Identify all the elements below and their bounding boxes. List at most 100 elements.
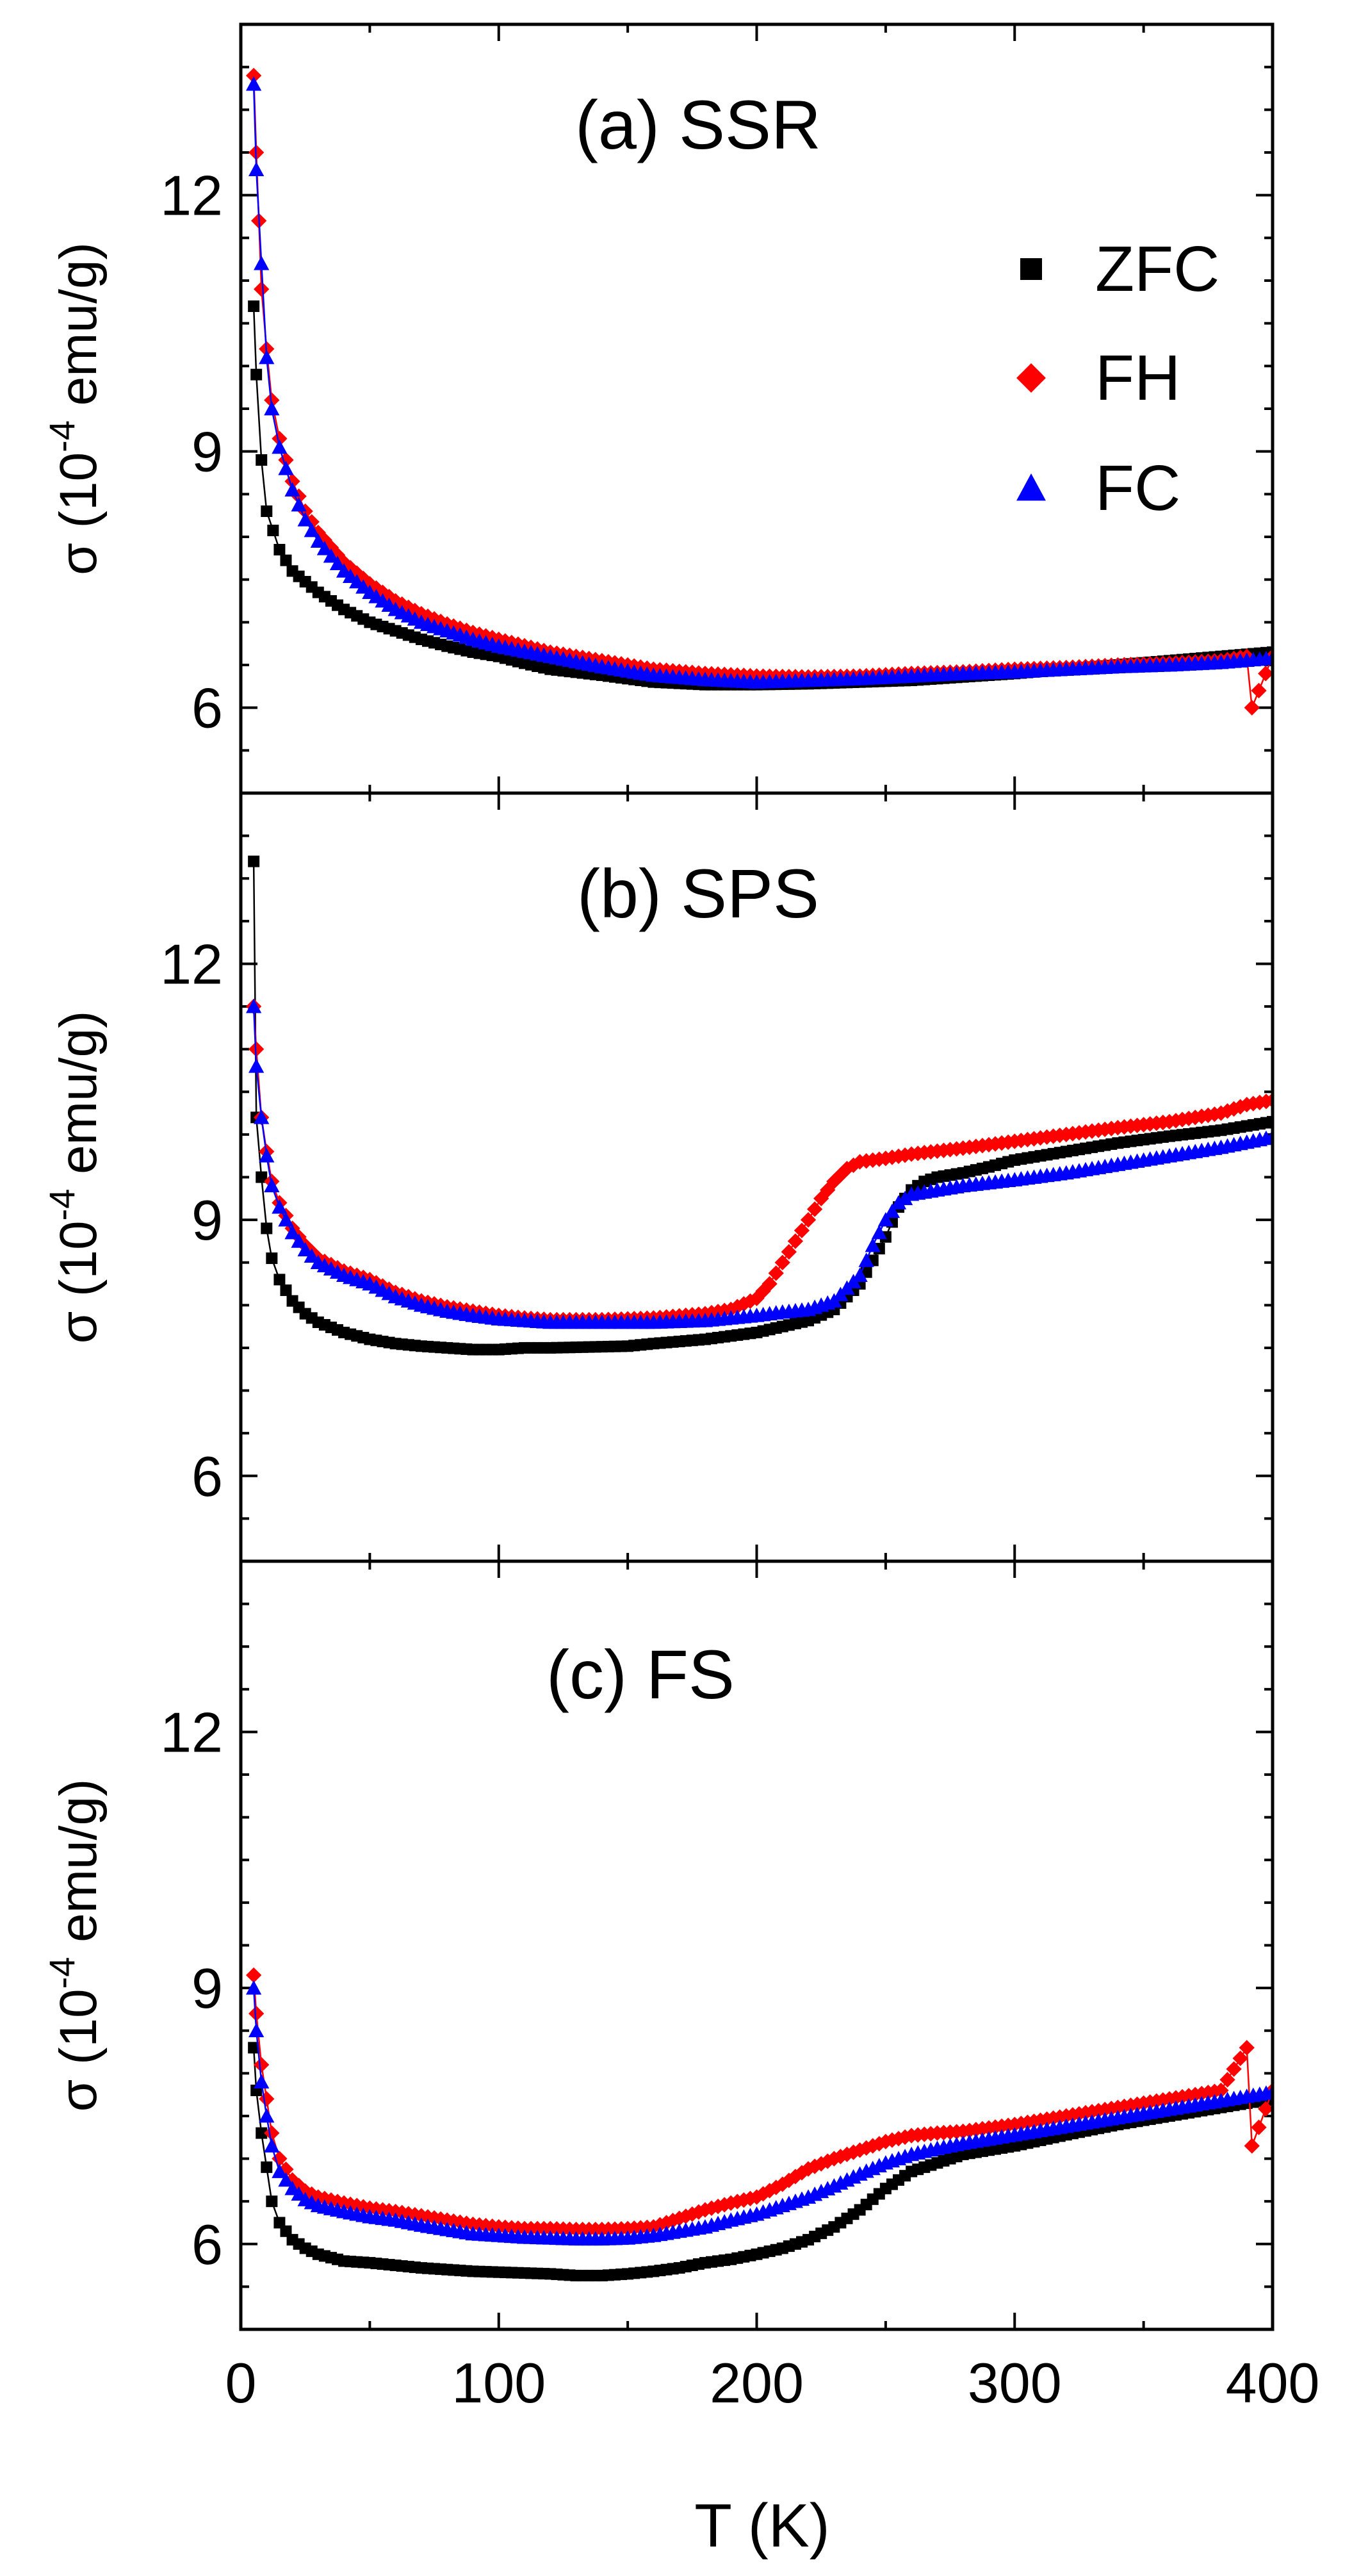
data-point: [264, 400, 280, 416]
data-point: [256, 1171, 268, 1183]
data-point: [248, 1058, 265, 1073]
y-axis-label: σ (10-4 emu/g): [42, 242, 108, 575]
data-point: [291, 2178, 307, 2194]
y-tick-label: 6: [191, 677, 223, 740]
data-point: [248, 161, 265, 176]
legend-label: FH: [1095, 342, 1180, 414]
data-point: [304, 1248, 320, 1263]
data-point: [774, 1254, 790, 1270]
panel-2: 6 9 12 σ (10-4 emu/g) (c) FS: [42, 1560, 1274, 2331]
data-point: [248, 2022, 265, 2038]
data-point: [781, 1243, 797, 1260]
data-point: [1239, 2040, 1255, 2056]
data-point: [865, 2138, 881, 2154]
data-point: [697, 2202, 713, 2218]
data-point: [884, 1203, 900, 1218]
data-point: [245, 67, 262, 84]
data-point: [256, 2127, 268, 2139]
data-point: [248, 2042, 260, 2054]
data-point: [1264, 1092, 1273, 1108]
data-point: [774, 2176, 790, 2192]
data-point: [852, 2142, 868, 2158]
data-point: [297, 512, 313, 527]
data-point: [781, 2172, 797, 2188]
data-point: [264, 1177, 280, 1193]
data-point: [762, 1276, 778, 1292]
data-point: [261, 505, 273, 517]
data-point: [278, 2172, 294, 2187]
data-point: [1264, 2084, 1273, 2099]
data-point: [272, 2163, 288, 2178]
data-point: [665, 2212, 681, 2229]
x-axis: 0 100 200 300 400: [225, 2351, 1320, 2415]
data-point: [1219, 2072, 1235, 2088]
data-point: [897, 1190, 913, 1206]
data-point: [858, 1252, 874, 1267]
data-point: [1226, 1101, 1242, 1117]
data-point: [768, 1265, 784, 1281]
data-point: [839, 1161, 855, 1177]
data-point: [1232, 2050, 1248, 2067]
panels: 6 9 12 σ (10-4 emu/g) (a) SSR 6 9 12 σ (10-4 emu…: [42, 23, 1274, 2331]
y-tick-label: 9: [191, 1957, 223, 2020]
legend-label: ZFC: [1095, 233, 1219, 305]
data-point: [323, 2192, 339, 2208]
data-point: [871, 1224, 887, 1240]
panel-title: (c) FS: [546, 1636, 735, 1713]
data-point: [291, 1233, 307, 1248]
data-point: [690, 2204, 707, 2220]
panel-1: 6 9 12 σ (10-4 emu/g) (b) SPS: [42, 792, 1274, 1563]
data-point: [800, 1211, 817, 1228]
x-tick-label: 300: [968, 2351, 1062, 2415]
data-point: [1258, 666, 1273, 682]
data-point: [897, 2129, 913, 2145]
series-fc: [245, 998, 1273, 1329]
data-point: [749, 2189, 765, 2205]
series-fh: [245, 1967, 1273, 2238]
data-point: [323, 548, 339, 563]
data-point: [284, 1224, 300, 1240]
y-tick-label: 12: [160, 164, 223, 227]
data-point: [755, 2186, 771, 2202]
data-point: [787, 1233, 804, 1249]
data-point: [890, 1195, 907, 1210]
data-point: [762, 2183, 778, 2199]
legend-entry-fc: FC: [1016, 452, 1180, 524]
data-point: [278, 1211, 294, 1227]
legend-marker: [1020, 258, 1042, 280]
data-point: [254, 2074, 270, 2088]
y-tick-label: 6: [191, 1445, 223, 1508]
data-point: [710, 2199, 726, 2215]
legend-marker: [1016, 473, 1046, 501]
data-point: [890, 2131, 907, 2147]
y-tick-label: 12: [160, 932, 223, 996]
x-tick-label: 100: [452, 2351, 546, 2415]
data-point: [820, 2153, 836, 2169]
legend-entry-fh: FH: [1016, 342, 1180, 414]
x-axis-label: T (K): [694, 2491, 830, 2560]
data-point: [245, 998, 262, 1013]
data-point: [273, 544, 286, 555]
data-point: [254, 256, 270, 270]
data-point: [259, 2091, 275, 2107]
legend-marker: [1016, 363, 1046, 393]
x-tick-label: 200: [710, 2351, 804, 2415]
data-point: [248, 2005, 265, 2022]
data-point: [858, 2140, 874, 2156]
data-point: [259, 1148, 275, 1163]
data-point: [261, 1222, 273, 1235]
data-point: [284, 482, 300, 496]
data-point: [742, 2190, 758, 2206]
data-point: [865, 1237, 881, 1252]
data-point: [261, 2161, 273, 2173]
y-axis-label: σ (10-4 emu/g): [42, 1011, 108, 1344]
y-tick-label: 9: [191, 1188, 223, 1252]
data-point: [658, 2215, 674, 2231]
data-point: [1264, 1129, 1273, 1144]
data-point: [794, 1222, 810, 1238]
data-point: [1264, 650, 1273, 665]
series-fc: [245, 76, 1273, 689]
data-point: [254, 1110, 270, 1124]
data-point: [794, 2165, 810, 2181]
data-point: [272, 1199, 288, 1214]
